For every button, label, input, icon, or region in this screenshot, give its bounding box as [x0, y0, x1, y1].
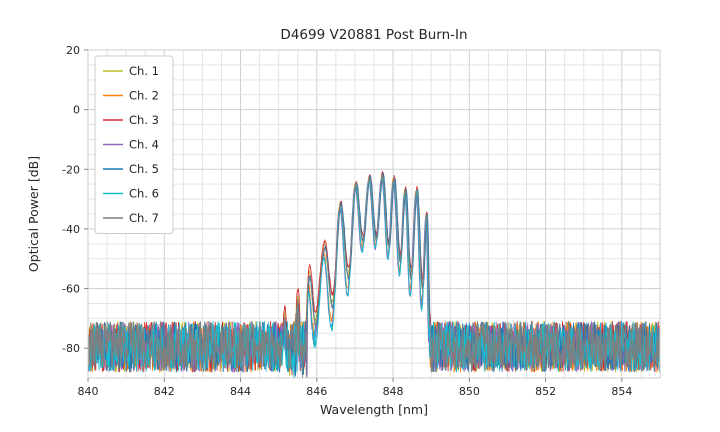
x-tick-label: 844 — [230, 385, 251, 398]
y-axis-label: Optical Power [dB] — [26, 156, 41, 272]
legend-item-ch-4: Ch. 4 — [103, 138, 159, 152]
x-axis-label: Wavelength [nm] — [320, 402, 428, 417]
x-tick-label: 852 — [535, 385, 556, 398]
legend-item-ch-2: Ch. 2 — [103, 89, 159, 103]
y-tick-label: -80 — [62, 342, 80, 355]
y-tick-label: -60 — [62, 283, 80, 296]
legend: Ch. 1 Ch. 2 Ch. 3 Ch. 4 Ch. 5 Ch. 6 Ch. 7 — [94, 55, 174, 234]
trace-ch-7 — [88, 174, 660, 378]
legend-label: Ch. 4 — [129, 138, 159, 152]
legend-item-ch-7: Ch. 7 — [103, 211, 159, 225]
axes-border — [87, 49, 661, 379]
x-tick-label: 842 — [154, 385, 175, 398]
y-tick-label: -20 — [62, 163, 80, 176]
legend-label: Ch. 7 — [129, 211, 159, 225]
legend-box — [94, 55, 174, 234]
legend-item-ch-6: Ch. 6 — [103, 187, 159, 201]
x-tick-label: 854 — [611, 385, 632, 398]
x-tick-label: 850 — [459, 385, 480, 398]
legend-label: Ch. 1 — [129, 64, 159, 78]
legend-item-ch-3: Ch. 3 — [103, 113, 159, 127]
trace-ch-6 — [88, 175, 660, 378]
tick-labels: 840 842 844 846 848 850 852 854 20 0 -20 -40 -60 -80 — [62, 44, 632, 398]
traces — [88, 171, 660, 378]
x-tick-label: 840 — [78, 385, 99, 398]
y-tick-label: 0 — [73, 104, 80, 117]
x-tick-label: 848 — [383, 385, 404, 398]
y-tick-label: -40 — [62, 223, 80, 236]
y-tick-label: 20 — [66, 44, 80, 57]
legend-label: Ch. 3 — [129, 113, 159, 127]
legend-item-ch-5: Ch. 5 — [103, 162, 159, 176]
x-tick-label: 846 — [306, 385, 327, 398]
chart-title: D4699 V20881 Post Burn-In — [280, 27, 467, 43]
legend-label: Ch. 5 — [129, 162, 159, 176]
legend-label: Ch. 2 — [129, 89, 159, 103]
legend-label: Ch. 6 — [129, 187, 159, 201]
legend-item-ch-1: Ch. 1 — [103, 64, 159, 78]
